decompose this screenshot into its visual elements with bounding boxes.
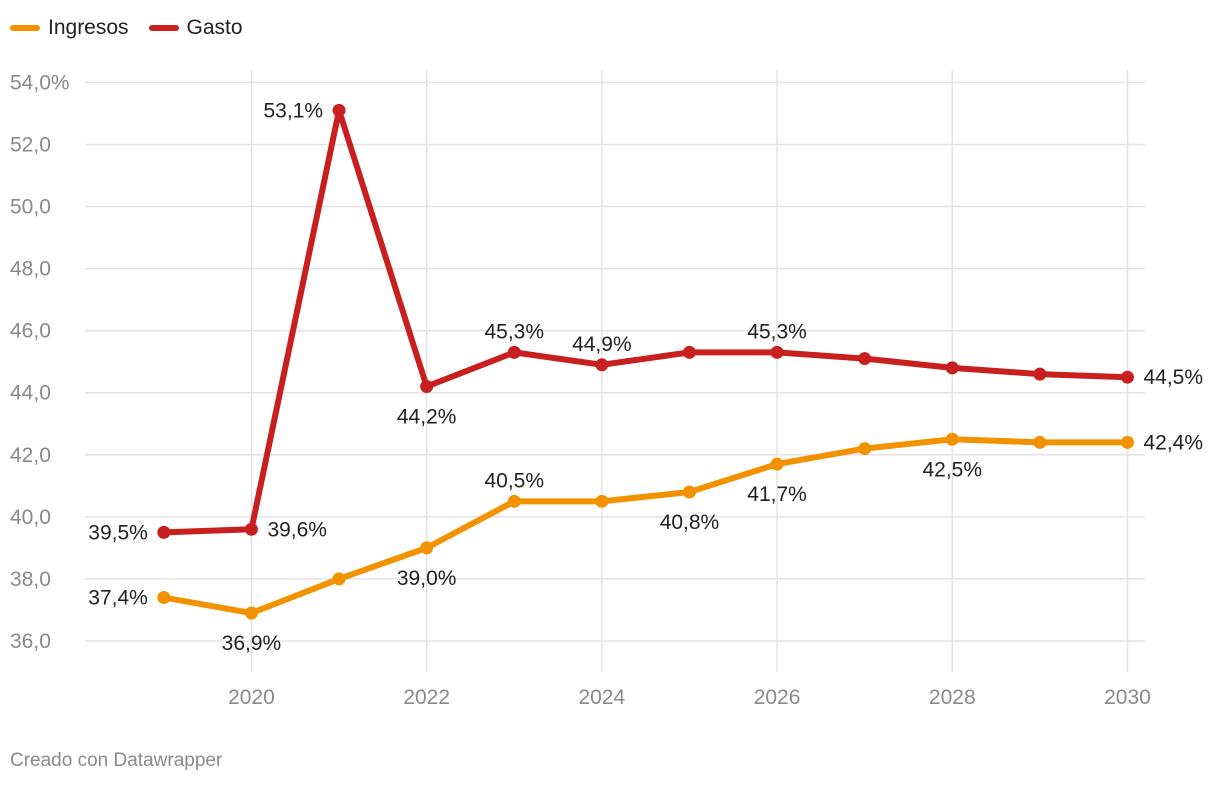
data-label: 44,5% (1143, 366, 1203, 389)
data-point-ingresos (1120, 435, 1134, 449)
x-tick-label: 2020 (228, 686, 275, 709)
data-label: 53,1% (264, 99, 324, 122)
data-point-gasto (858, 352, 872, 366)
data-point-ingresos (244, 606, 258, 620)
data-point-ingresos (945, 432, 959, 446)
data-point-ingresos (1033, 435, 1047, 449)
data-label: 39,0% (397, 567, 457, 590)
y-tick-label: 54,0% (10, 71, 70, 94)
y-tick-label: 48,0 (10, 258, 51, 281)
series-line-gasto (160, 107, 1131, 536)
data-label: 39,6% (267, 518, 327, 541)
y-tick-label: 36,0 (10, 630, 51, 653)
data-point-ingresos (507, 494, 521, 508)
y-tick-label: 44,0 (10, 382, 51, 405)
data-point-ingresos (332, 572, 346, 586)
data-label: 37,4% (88, 587, 148, 610)
data-point-ingresos (420, 541, 434, 555)
legend-item-gasto: Gasto (148, 16, 243, 40)
x-tick-label: 2028 (929, 686, 976, 709)
data-point-gasto (945, 361, 959, 375)
data-label: 40,8% (660, 511, 720, 534)
data-label: 42,4% (1143, 431, 1203, 454)
data-point-gasto (770, 345, 784, 359)
legend-label: Ingresos (48, 16, 129, 39)
data-point-gasto (244, 522, 258, 536)
data-point-ingresos (858, 442, 872, 456)
footer-credit: Creado con Datawrapper (10, 750, 223, 771)
data-point-ingresos (157, 591, 171, 605)
y-tick-label: 38,0 (10, 568, 51, 591)
data-label: 45,3% (484, 320, 544, 343)
series-line-ingresos (160, 436, 1131, 617)
y-tick-label: 42,0 (10, 444, 51, 467)
data-label: 44,2% (397, 406, 457, 429)
x-tick-label: 2030 (1104, 686, 1151, 709)
y-tick-label: 52,0 (10, 133, 51, 156)
data-point-gasto (420, 380, 434, 394)
legend-swatch (10, 25, 40, 31)
y-tick-label: 40,0 (10, 506, 51, 529)
data-point-gasto (157, 525, 171, 539)
data-label: 39,5% (88, 521, 148, 544)
data-label: 36,9% (222, 632, 282, 655)
data-point-gasto (595, 358, 609, 372)
data-label: 40,5% (484, 469, 544, 492)
data-label: 42,5% (922, 458, 982, 481)
x-tick-label: 2024 (579, 686, 626, 709)
legend-label: Gasto (186, 16, 243, 39)
data-point-ingresos (595, 494, 609, 508)
y-tick-label: 46,0 (10, 320, 51, 343)
legend-swatch (148, 25, 179, 31)
x-tick-label: 2026 (754, 686, 801, 709)
data-label: 45,3% (747, 320, 807, 343)
legend: Ingresos Gasto (10, 16, 243, 40)
y-tick-label: 50,0 (10, 196, 51, 219)
data-point-ingresos (682, 485, 696, 499)
data-point-gasto (507, 345, 521, 359)
data-point-ingresos (770, 457, 784, 471)
data-point-gasto (332, 103, 346, 117)
x-tick-label: 2022 (403, 686, 450, 709)
data-point-gasto (682, 345, 696, 359)
data-point-gasto (1033, 367, 1047, 381)
data-label: 41,7% (747, 483, 807, 506)
data-label: 44,9% (572, 333, 632, 356)
data-point-gasto (1120, 370, 1134, 384)
legend-item-ingresos: Ingresos (10, 16, 129, 40)
